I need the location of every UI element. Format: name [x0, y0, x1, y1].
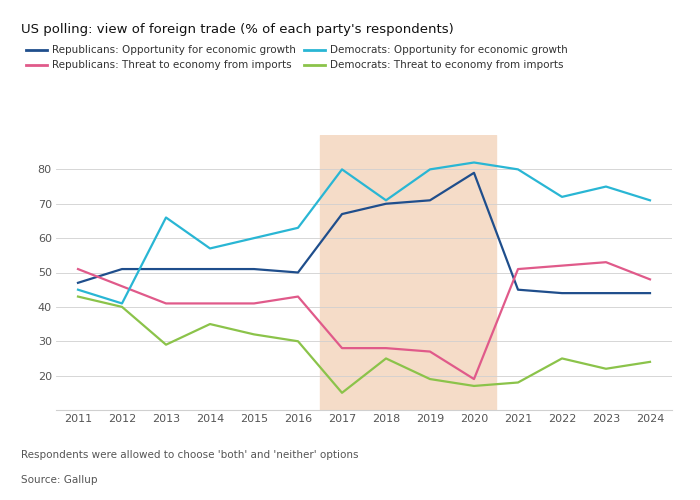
Bar — [320, 135, 496, 410]
Text: Respondents were allowed to choose 'both' and 'neither' options: Respondents were allowed to choose 'both… — [21, 450, 358, 460]
Text: US polling: view of foreign trade (% of each party's respondents): US polling: view of foreign trade (% of … — [21, 22, 454, 36]
Legend: Republicans: Opportunity for economic growth, Republicans: Threat to economy fro: Republicans: Opportunity for economic gr… — [26, 45, 568, 70]
Text: Source: Gallup: Source: Gallup — [21, 475, 97, 485]
